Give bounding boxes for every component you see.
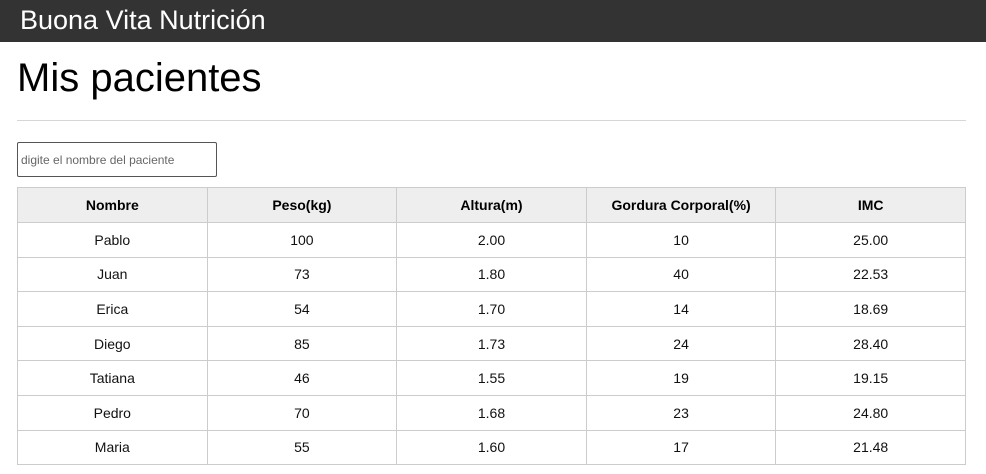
cell-gordura: 24 bbox=[585, 325, 777, 362]
cell-nombre: Diego bbox=[17, 325, 208, 362]
column-header-imc: IMC bbox=[775, 187, 966, 223]
cell-peso: 73 bbox=[206, 256, 398, 293]
cell-altura: 2.00 bbox=[396, 222, 587, 258]
cell-gordura: 17 bbox=[585, 429, 777, 466]
search-input[interactable] bbox=[17, 142, 217, 177]
main-content: Mis pacientes Nombre Peso(kg) Altura(m) … bbox=[0, 42, 986, 466]
cell-altura: 1.70 bbox=[396, 291, 587, 327]
cell-imc: 24.80 bbox=[775, 394, 966, 431]
table-row: Pedro 70 1.68 23 24.80 bbox=[17, 394, 966, 431]
cell-altura: 1.73 bbox=[396, 325, 587, 362]
column-header-gordura: Gordura Corporal(%) bbox=[585, 187, 777, 223]
cell-peso: 46 bbox=[206, 360, 398, 396]
cell-nombre: Juan bbox=[17, 256, 208, 293]
cell-nombre: Tatiana bbox=[17, 360, 208, 396]
cell-peso: 85 bbox=[206, 325, 398, 362]
cell-nombre: Erica bbox=[17, 291, 208, 327]
cell-altura: 1.68 bbox=[396, 394, 587, 431]
cell-peso: 55 bbox=[206, 429, 398, 466]
cell-gordura: 19 bbox=[585, 360, 777, 396]
divider bbox=[17, 120, 966, 121]
cell-peso: 54 bbox=[206, 291, 398, 327]
column-header-peso: Peso(kg) bbox=[206, 187, 398, 223]
table-row: Maria 55 1.60 17 21.48 bbox=[17, 429, 966, 466]
cell-gordura: 10 bbox=[585, 222, 777, 258]
cell-peso: 70 bbox=[206, 394, 398, 431]
cell-nombre: Pedro bbox=[17, 394, 208, 431]
cell-imc: 19.15 bbox=[775, 360, 966, 396]
cell-imc: 22.53 bbox=[775, 256, 966, 293]
cell-nombre: Pablo bbox=[17, 222, 208, 258]
top-navbar: Buona Vita Nutrición bbox=[0, 0, 986, 42]
table-row: Erica 54 1.70 14 18.69 bbox=[17, 291, 966, 327]
cell-gordura: 14 bbox=[585, 291, 777, 327]
cell-imc: 18.69 bbox=[775, 291, 966, 327]
column-header-altura: Altura(m) bbox=[396, 187, 587, 223]
cell-gordura: 23 bbox=[585, 394, 777, 431]
cell-gordura: 40 bbox=[585, 256, 777, 293]
brand-title: Buona Vita Nutrición bbox=[20, 4, 266, 35]
patients-table: Nombre Peso(kg) Altura(m) Gordura Corpor… bbox=[17, 187, 966, 466]
table-row: Tatiana 46 1.55 19 19.15 bbox=[17, 360, 966, 396]
table-row: Diego 85 1.73 24 28.40 bbox=[17, 325, 966, 362]
cell-altura: 1.80 bbox=[396, 256, 587, 293]
cell-imc: 28.40 bbox=[775, 325, 966, 362]
table-row: Pablo 100 2.00 10 25.00 bbox=[17, 222, 966, 258]
page-title: Mis pacientes bbox=[17, 56, 262, 100]
cell-peso: 100 bbox=[206, 222, 398, 258]
table-header-row: Nombre Peso(kg) Altura(m) Gordura Corpor… bbox=[17, 187, 966, 223]
column-header-nombre: Nombre bbox=[17, 187, 208, 223]
cell-nombre: Maria bbox=[17, 429, 208, 466]
cell-imc: 25.00 bbox=[775, 222, 966, 258]
cell-altura: 1.60 bbox=[396, 429, 587, 466]
table-row: Juan 73 1.80 40 22.53 bbox=[17, 256, 966, 293]
cell-imc: 21.48 bbox=[775, 429, 966, 466]
cell-altura: 1.55 bbox=[396, 360, 587, 396]
